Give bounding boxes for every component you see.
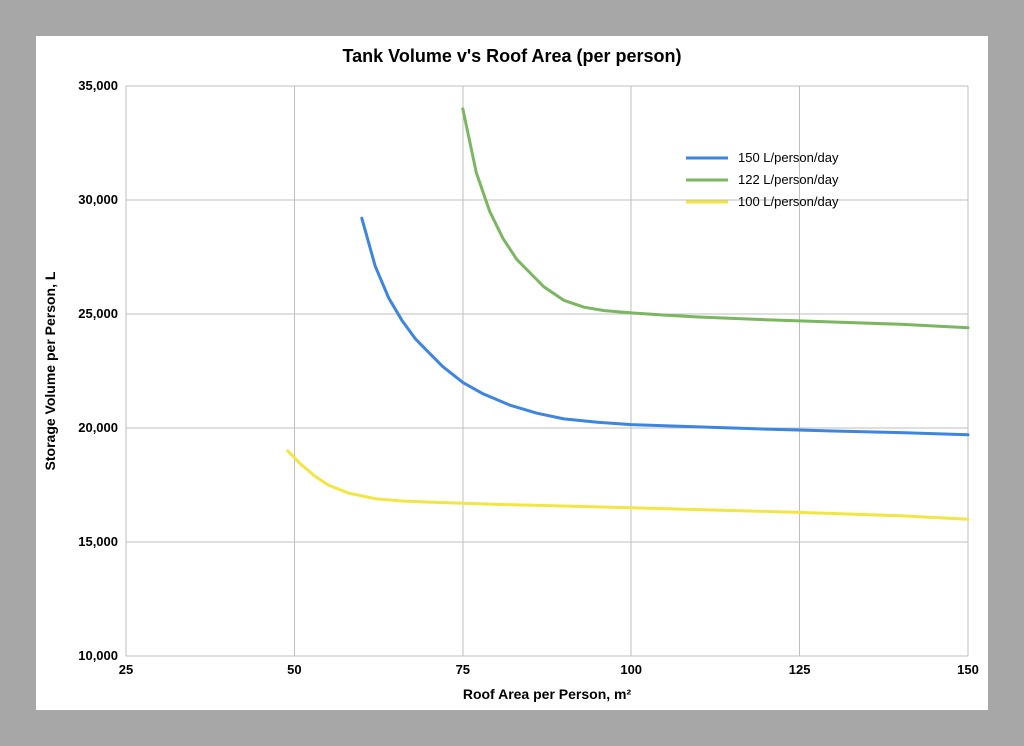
svg-text:100: 100 [620, 662, 642, 677]
y-tick-labels: 10,000 15,000 20,000 25,000 30,000 35,000 [78, 78, 118, 663]
svg-text:35,000: 35,000 [78, 78, 118, 93]
legend-label: 100 L/person/day [738, 194, 839, 209]
svg-text:30,000: 30,000 [78, 192, 118, 207]
svg-text:75: 75 [456, 662, 470, 677]
series-line [463, 109, 968, 328]
svg-text:10,000: 10,000 [78, 648, 118, 663]
series-line [362, 218, 968, 435]
svg-text:25,000: 25,000 [78, 306, 118, 321]
x-axis-label: Roof Area per Person, m² [126, 686, 968, 702]
svg-text:150: 150 [957, 662, 979, 677]
svg-text:125: 125 [789, 662, 811, 677]
svg-text:15,000: 15,000 [78, 534, 118, 549]
chart-grid [126, 86, 968, 656]
y-axis-label: Storage Volume per Person, L [42, 86, 58, 656]
chart-panel: Tank Volume v's Roof Area (per person) R… [36, 36, 988, 710]
legend-label: 150 L/person/day [738, 150, 839, 165]
svg-text:50: 50 [287, 662, 301, 677]
chart-plot: 255075100125150 10,00015,00020,00025,000… [126, 86, 968, 656]
x-tick-labels: 25 50 75 100 125 150 [119, 662, 979, 677]
chart-title: Tank Volume v's Roof Area (per person) [36, 46, 988, 67]
svg-text:20,000: 20,000 [78, 420, 118, 435]
series-line [288, 451, 968, 519]
legend-label: 122 L/person/day [738, 172, 839, 187]
svg-text:25: 25 [119, 662, 133, 677]
